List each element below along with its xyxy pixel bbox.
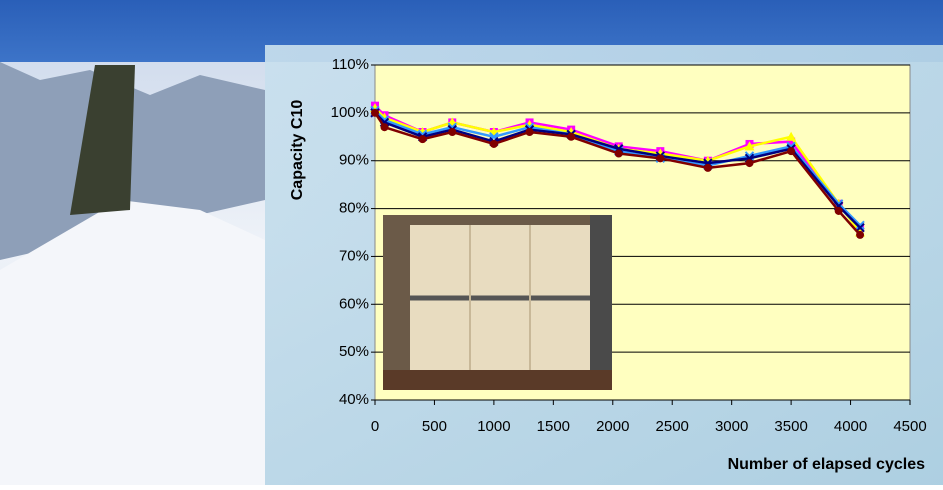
y-tick-label: 110%: [332, 56, 369, 73]
x-tick-label: 2000: [596, 418, 629, 435]
y-tick-label: 50%: [339, 343, 369, 360]
x-tick-label: 3500: [774, 418, 807, 435]
marker: [704, 164, 712, 172]
x-tick-label: 2500: [656, 418, 689, 435]
inset-photo: [383, 215, 612, 390]
x-tick-label: 4500: [893, 418, 926, 435]
x-tick-label: 3000: [715, 418, 748, 435]
marker: [381, 123, 389, 131]
x-tick-label: 0: [371, 418, 379, 435]
marker: [419, 135, 427, 143]
marker: [656, 154, 664, 162]
y-tick-label: 70%: [339, 247, 369, 264]
marker: [835, 207, 843, 215]
x-tick-label: 4000: [834, 418, 867, 435]
y-tick-label: 80%: [339, 200, 369, 217]
y-tick-label: 100%: [331, 104, 369, 121]
marker: [490, 140, 498, 148]
marker: [567, 133, 575, 141]
x-tick-label: 1000: [477, 418, 510, 435]
x-tick-label: 1500: [537, 418, 570, 435]
slide: Capacity C10 Number of elapsed cycles 40…: [0, 0, 943, 485]
marker: [448, 128, 456, 136]
y-tick-label: 90%: [339, 152, 369, 169]
y-axis-title: Capacity C10: [289, 100, 306, 201]
x-axis-title: Number of elapsed cycles: [728, 456, 926, 473]
marker: [371, 109, 379, 117]
marker: [615, 150, 623, 158]
y-tick-label: 60%: [339, 295, 369, 312]
marker: [856, 231, 864, 239]
marker: [746, 159, 754, 167]
x-tick-label: 500: [422, 418, 447, 435]
y-tick-label: 40%: [339, 391, 369, 408]
marker: [526, 128, 534, 136]
marker: [787, 147, 795, 155]
